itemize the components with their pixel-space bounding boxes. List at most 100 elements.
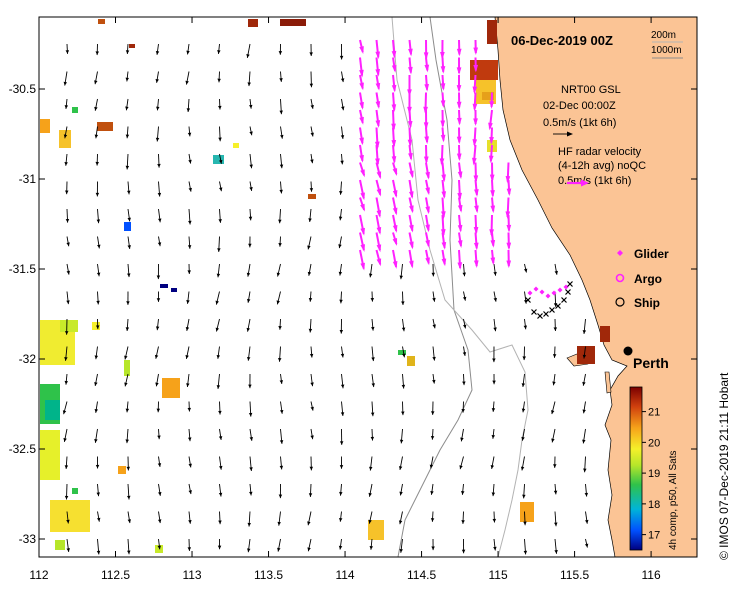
model-current-arrow (95, 153, 99, 166)
glider-position (533, 286, 539, 292)
model-current-arrow (188, 511, 192, 524)
model-current-arrow (156, 98, 160, 111)
model-current-arrow (582, 318, 587, 334)
model-current-arrow (338, 208, 343, 221)
model-current-arrow (217, 538, 222, 550)
model-current-arrow (278, 483, 283, 499)
model-current-arrow (461, 538, 466, 554)
radar-velocity-arrow (457, 232, 463, 248)
radar-velocity-arrow (456, 144, 462, 162)
radar-velocity-arrow (440, 127, 446, 143)
radar-velocity-arrow (474, 179, 479, 197)
radar-velocity-arrow (456, 127, 462, 145)
sst-pixel-patch (97, 122, 113, 131)
sst-pixel-patch (60, 320, 78, 332)
model-current-arrow (369, 456, 373, 471)
model-current-arrow (522, 483, 526, 499)
radar-velocity-arrow (441, 249, 447, 267)
radar-velocity-arrow (456, 39, 462, 57)
model-current-arrow (340, 346, 345, 358)
model-current-arrow (493, 291, 497, 302)
model-current-arrow (124, 346, 129, 360)
sst-pixel-patch (160, 284, 168, 288)
model-current-arrow (520, 456, 525, 471)
model-current-arrow (398, 456, 403, 471)
radar-velocity-arrow (490, 232, 496, 248)
model-current-arrow (187, 236, 192, 249)
radar-velocity-arrow (375, 92, 381, 109)
model-current-arrow (64, 346, 68, 361)
radar-velocity-arrow (489, 92, 495, 109)
model-current-arrow (157, 511, 162, 524)
glider-position (563, 284, 569, 290)
sst-pixel-patch (577, 346, 595, 364)
model-current-arrow (96, 291, 100, 305)
glider-legend-label: Glider (634, 247, 669, 261)
radar-velocity-arrow (423, 144, 429, 165)
model-current-arrow (582, 428, 586, 444)
model-current-arrow (124, 373, 129, 387)
radar-velocity-arrow (392, 179, 398, 198)
ship-track-point (543, 311, 549, 317)
sst-pixel-patch (124, 360, 130, 376)
radar-velocity-arrow (359, 127, 364, 146)
radar-velocity-arrow (375, 214, 382, 235)
model-current-arrow (187, 538, 192, 551)
model-current-arrow (95, 181, 100, 197)
radar-velocity-arrow (359, 92, 364, 110)
model-current-arrow (431, 401, 435, 415)
x-tick-label: 112.5 (101, 568, 130, 582)
model-current-arrow (371, 346, 375, 362)
model-current-arrow (125, 43, 130, 55)
glider-position (557, 287, 563, 293)
model-current-arrow (339, 456, 344, 469)
model-current-arrow (462, 263, 466, 277)
radar-velocity-arrow (392, 197, 398, 216)
radar-velocity-arrow (375, 179, 382, 197)
radar-velocity-arrow (473, 249, 479, 269)
radar-velocity-arrow (424, 127, 430, 145)
sst-pixel-patch (280, 19, 306, 26)
radar-velocity-arrow (375, 109, 381, 128)
radar-velocity-arrow (425, 162, 430, 180)
model-current-arrow (187, 401, 192, 412)
model-current-arrow (249, 483, 253, 496)
model-current-arrow (279, 98, 283, 115)
model-current-arrow (249, 126, 253, 136)
garden-island (604, 371, 612, 394)
model-current-arrow (277, 538, 281, 552)
radar-velocity-arrow (474, 197, 479, 214)
model-current-arrow (399, 263, 403, 280)
model-current-arrow (157, 153, 161, 168)
model-current-arrow (279, 71, 283, 82)
model-current-arrow (64, 98, 69, 109)
ship-legend-label: Ship (634, 296, 660, 310)
radar-velocity-arrow (408, 162, 414, 179)
ship-track-point (525, 297, 531, 303)
model-current-arrow (370, 401, 375, 417)
model-current-arrow (338, 511, 343, 522)
radar-velocity-arrow (457, 197, 463, 213)
model-current-arrow (127, 236, 131, 250)
radar-velocity-arrow (441, 162, 446, 183)
model-current-arrow (583, 456, 587, 473)
model-current-arrow (369, 538, 374, 550)
model-current-arrow (249, 428, 253, 441)
model-current-arrow (246, 291, 251, 303)
model-current-arrow (64, 483, 69, 500)
model-current-arrow (246, 43, 251, 58)
model-current-arrow (277, 511, 281, 526)
ship-track-point (565, 289, 571, 295)
y-tick-label: -31.5 (9, 262, 37, 276)
model-current-arrow (279, 401, 284, 414)
radar-velocity-arrow (457, 109, 462, 126)
model-current-arrow (155, 126, 160, 142)
sst-pixel-patch (407, 356, 415, 366)
model-current-arrow (94, 346, 99, 360)
model-current-arrow (371, 373, 375, 388)
model-current-arrow (308, 483, 313, 497)
model-current-arrow (432, 318, 436, 329)
model-legend-scale: 0.5m/s (1kt 6h) (543, 117, 616, 129)
plot-frame (38, 16, 698, 558)
